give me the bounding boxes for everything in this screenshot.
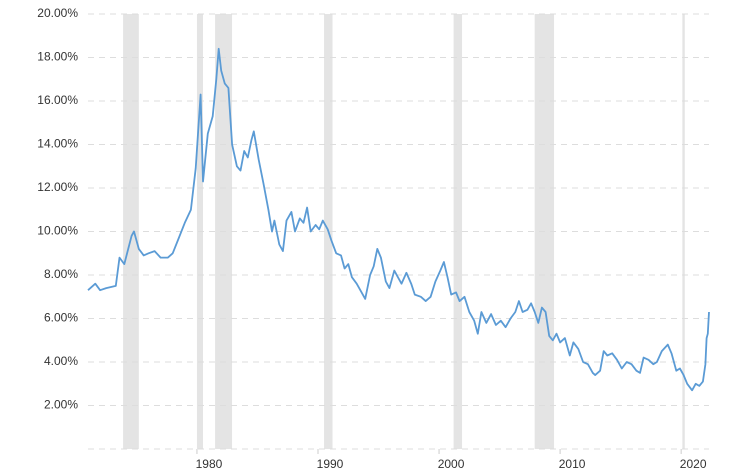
recession-band bbox=[123, 14, 139, 449]
y-tick-label: 4.00% bbox=[44, 354, 78, 368]
rate-line bbox=[87, 47, 710, 392]
x-tick-label: 2000 bbox=[438, 457, 465, 471]
x-tick-label: 1990 bbox=[317, 457, 344, 471]
y-tick-label: 10.00% bbox=[37, 224, 78, 238]
recession-band bbox=[453, 14, 463, 449]
y-tick-label: 14.00% bbox=[37, 137, 78, 151]
y-tick-label: 18.00% bbox=[37, 50, 78, 64]
y-tick-label: 2.00% bbox=[44, 398, 78, 412]
x-tick-label: 1980 bbox=[196, 457, 223, 471]
y-tick-label: 6.00% bbox=[44, 311, 78, 325]
y-tick-label: 8.00% bbox=[44, 267, 78, 281]
y-tick-label: 16.00% bbox=[37, 93, 78, 107]
x-tick-label: 2020 bbox=[680, 457, 707, 471]
y-tick-label: 20.00% bbox=[37, 6, 78, 20]
x-tick-label: 2010 bbox=[559, 457, 586, 471]
y-tick-label: 12.00% bbox=[37, 180, 78, 194]
